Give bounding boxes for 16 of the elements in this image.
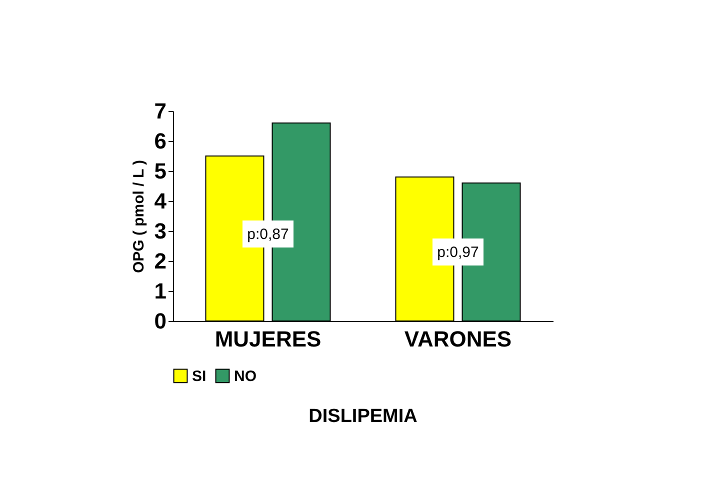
annotation: p:0,87 [247,226,289,243]
x-axis-title: DISLIPEMIA [308,406,418,427]
y-tick-label: 5 [154,158,166,184]
y-tick-label: 0 [154,308,166,334]
y-tick-label: 6 [154,128,166,154]
y-tick-label: 3 [154,218,166,244]
annotation: p:0,97 [437,244,479,261]
legend-label: SI [192,368,206,385]
y-axis-title: OPG ( pmol / L ) [130,160,148,274]
x-tick-label: VARONES [404,326,512,352]
y-tick-label: 4 [154,188,168,214]
y-tick-label: 7 [154,98,166,124]
y-tick-label: 2 [154,248,166,274]
legend-label: NO [234,368,257,385]
y-tick-label: 1 [154,278,166,304]
x-tick-label: MUJERES [214,326,322,352]
